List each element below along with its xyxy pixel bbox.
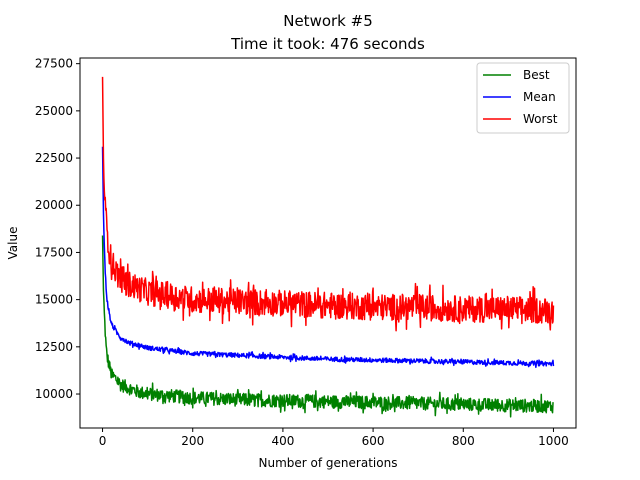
y-tick-label: 10000 xyxy=(35,387,73,401)
x-tick-label: 200 xyxy=(181,434,204,448)
legend: Best Mean Worst xyxy=(476,62,570,134)
plot-series-group xyxy=(101,76,555,418)
chart-subtitle: Time it took: 476 seconds xyxy=(230,35,425,53)
y-tick-label: 27500 xyxy=(35,57,73,71)
y-axis: 10000 12500 15000 17500 20000 22500 25000 27500 xyxy=(35,57,80,401)
plot-area-frame xyxy=(79,57,577,429)
series-line-best xyxy=(101,235,554,418)
legend-label-worst: Worst xyxy=(523,112,558,126)
y-tick-label: 15000 xyxy=(35,293,73,307)
x-tick-label: 800 xyxy=(452,434,475,448)
y-tick-label: 12500 xyxy=(35,340,73,354)
x-axis-label: Number of generations xyxy=(259,456,398,470)
x-tick-label: 600 xyxy=(362,434,385,448)
y-tick-label: 25000 xyxy=(35,104,73,118)
y-axis-label: Value xyxy=(6,227,20,260)
series-line-worst xyxy=(101,76,555,332)
x-axis: 0 200 400 600 800 1000 xyxy=(99,428,569,448)
legend-box xyxy=(476,62,570,134)
y-tick-label: 20000 xyxy=(35,198,73,212)
series-line-mean xyxy=(101,146,555,369)
x-tick-label: 1000 xyxy=(538,434,569,448)
y-tick-label: 22500 xyxy=(35,151,73,165)
x-tick-label: 0 xyxy=(99,434,107,448)
chart-title: Network #5 xyxy=(283,12,373,30)
y-tick-label: 17500 xyxy=(35,245,73,259)
legend-label-best: Best xyxy=(523,68,550,82)
x-tick-label: 400 xyxy=(271,434,294,448)
legend-label-mean: Mean xyxy=(523,90,556,104)
